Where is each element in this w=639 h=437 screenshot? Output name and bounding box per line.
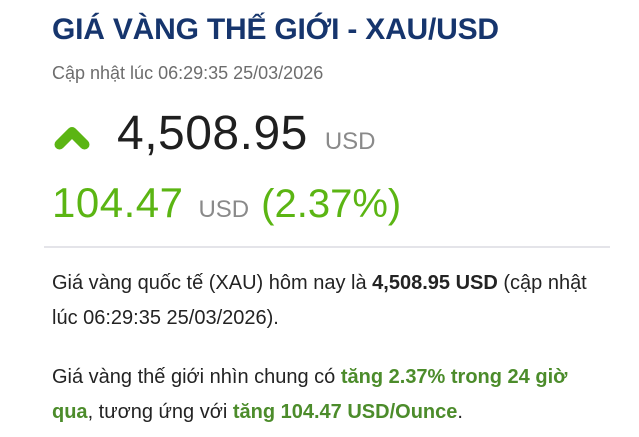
p2-mid-text: , tương ứng với bbox=[87, 400, 233, 423]
p1-price-bold: 4,508.95 USD bbox=[372, 272, 498, 294]
p2-lead-text: Giá vàng thế giới nhìn chung có bbox=[52, 366, 341, 389]
p1-lead-text: Giá vàng quốc tế (XAU) hôm nay là bbox=[52, 272, 373, 294]
gold-price-currency: USD bbox=[324, 128, 376, 155]
divider bbox=[44, 246, 610, 248]
p2-absolute-change-bold: tăng 104.47 USD/Ounce bbox=[232, 400, 458, 423]
change-percent: (2.37%) bbox=[261, 182, 402, 226]
page-title: GIÁ VÀNG THẾ GIỚI - XAU/USD bbox=[52, 13, 499, 46]
p2-tail-text: . bbox=[457, 400, 463, 423]
summary-paragraph-2: Giá vàng thế giới nhìn chung có tăng 2.3… bbox=[52, 360, 604, 429]
p2-percent-change-bold: tăng 2.37% trong 24 giờ qua bbox=[52, 366, 568, 423]
p1-tail-text: (cập nhật lúc 06:29:35 25/03/2026). bbox=[52, 272, 587, 329]
last-updated-text: Cập nhật lúc 06:29:35 25/03/2026 bbox=[52, 63, 324, 83]
price-change-row: 104.47 USD (2.37%) bbox=[52, 179, 613, 227]
gold-price-value: 4,508.95 bbox=[117, 107, 308, 160]
change-currency: USD bbox=[198, 196, 250, 223]
current-price-row: 4,508.95 USD bbox=[52, 106, 613, 161]
summary-paragraph-1: Giá vàng quốc tế (XAU) hôm nay là 4,508.… bbox=[52, 266, 604, 335]
chevron-up-icon bbox=[52, 121, 92, 152]
change-value: 104.47 bbox=[52, 179, 184, 226]
